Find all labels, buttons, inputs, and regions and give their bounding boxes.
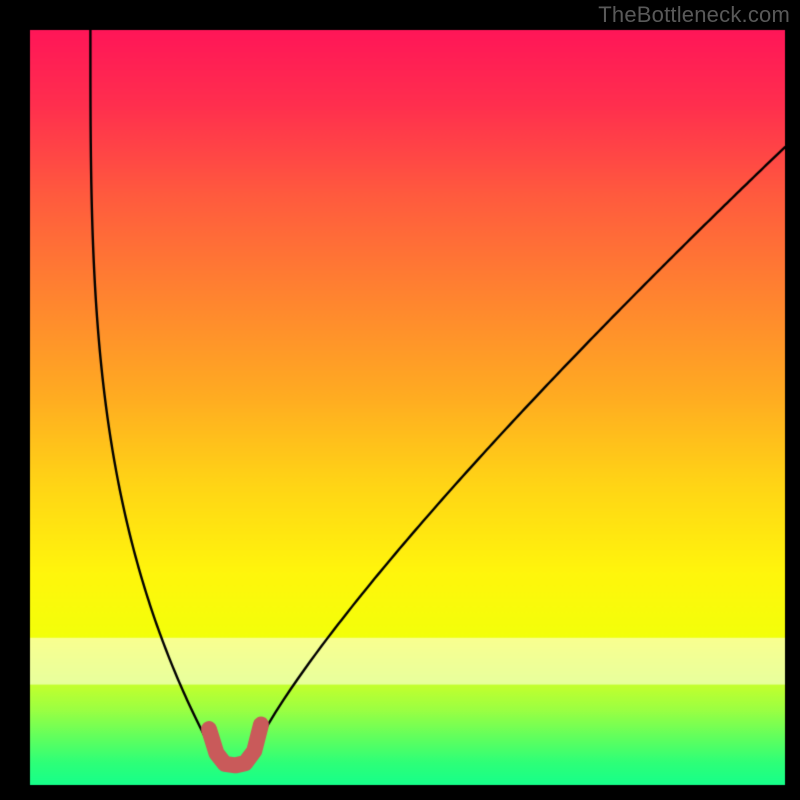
bottleneck-curve-chart [0,0,800,800]
watermark-text: TheBottleneck.com [598,2,790,28]
chart-stage: TheBottleneck.com [0,0,800,800]
